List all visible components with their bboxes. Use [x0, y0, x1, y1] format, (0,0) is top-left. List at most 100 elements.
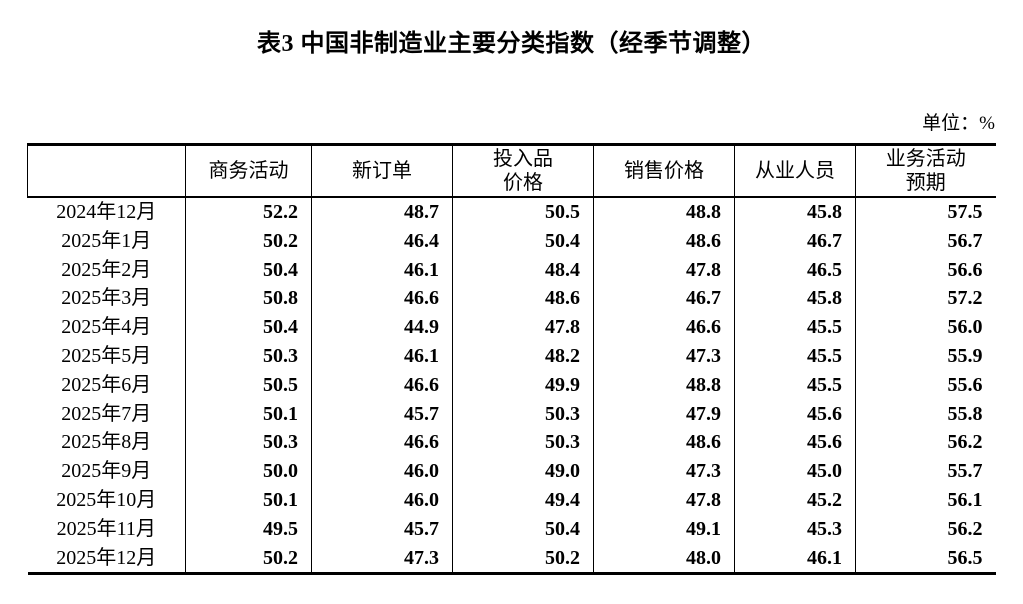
data-cell: 46.0: [311, 457, 453, 486]
data-cell: 50.4: [452, 226, 594, 256]
header-cell-2: 投入品 价格: [452, 144, 594, 198]
row-label: 2025年5月: [61, 344, 152, 367]
row-label: 2024年12月: [56, 201, 157, 223]
data-cell: 50.1: [185, 485, 312, 515]
data-cell: 47.3: [593, 457, 735, 486]
data-cell: 46.6: [311, 370, 453, 400]
row-label: 2025年4月: [61, 316, 152, 339]
data-cell: 45.6: [734, 399, 856, 429]
data-cell: 47.8: [593, 485, 735, 515]
data-cell: 50.2: [452, 543, 594, 574]
data-cell: 57.5: [855, 197, 996, 227]
data-cell: 48.6: [452, 284, 594, 314]
table-row: 2025年8月 50.3 46.6 50.3 48.6 45.6 56.2: [28, 428, 996, 458]
data-cell: 50.2: [185, 543, 312, 574]
data-cell: 55.7: [855, 457, 996, 486]
data-cell: 46.7: [734, 226, 856, 256]
data-cell: 45.5: [734, 370, 856, 400]
header-cell-1: 新订单: [311, 144, 453, 198]
table-title: 表3 中国非制造业主要分类指数（经季节调整）: [257, 31, 766, 57]
table-body: 2024年12月 52.2 48.7 50.5 48.8 45.8 57.5 2025年1月 5…: [28, 197, 996, 574]
data-cell: 50.2: [185, 226, 312, 256]
data-cell: 46.6: [311, 284, 453, 314]
data-cell: 50.5: [452, 197, 594, 227]
header-cell-4: 从业人员: [734, 144, 856, 198]
data-cell: 45.3: [734, 514, 856, 544]
row-label: 2025年10月: [56, 488, 157, 511]
data-cell: 49.1: [593, 514, 735, 544]
row-label: 2025年1月: [61, 229, 152, 252]
data-cell: 47.3: [311, 543, 453, 574]
data-cell: 49.4: [452, 485, 594, 515]
data-cell: 56.0: [855, 313, 996, 342]
data-cell: 50.5: [185, 370, 312, 400]
data-cell: 56.2: [855, 514, 996, 544]
unit-label: 单位：%: [922, 113, 995, 134]
table-header: 商务活动 新订单 投入品 价格 销售价格 从业人员 业务活动 预期: [27, 144, 996, 198]
data-cell: 45.5: [734, 341, 856, 371]
data-cell: 50.1: [185, 399, 312, 429]
data-cell: 46.1: [311, 255, 453, 285]
data-cell: 45.7: [311, 399, 453, 429]
data-cell: 48.4: [452, 255, 594, 285]
data-cell: 48.6: [593, 226, 735, 256]
table-row: 2025年2月 50.4 46.1 48.4 47.8 46.5 56.6: [28, 255, 996, 285]
data-cell: 50.3: [452, 399, 594, 429]
data-cell: 50.4: [452, 514, 594, 544]
table-row: 2025年6月 50.5 46.6 49.9 48.8 45.5 55.6: [28, 370, 996, 400]
data-cell: 49.5: [185, 514, 312, 544]
row-label: 2025年3月: [61, 287, 152, 310]
data-cell: 49.9: [452, 370, 594, 400]
data-cell: 46.5: [734, 255, 856, 285]
header-cell-5: 业务活动 预期: [855, 144, 996, 198]
data-cell: 48.8: [593, 370, 735, 400]
data-cell: 46.6: [593, 313, 735, 342]
table-row: 2025年9月 50.0 46.0 49.0 47.3 45.0 55.7: [28, 457, 996, 486]
table-row: 2025年7月 50.1 45.7 50.3 47.9 45.6 55.8: [28, 399, 996, 429]
row-label: 2025年8月: [61, 431, 152, 454]
table-row: 2025年11月 49.5 45.7 50.4 49.1 45.3 56.2: [28, 514, 996, 544]
data-cell: 45.6: [734, 428, 856, 458]
row-label: 2025年9月: [61, 460, 152, 483]
table-row: 2025年3月 50.8 46.6 48.6 46.7 45.8 57.2: [28, 284, 996, 314]
data-cell: 45.8: [734, 284, 856, 314]
header-row: 商务活动 新订单 投入品 价格 销售价格 从业人员 业务活动 预期: [27, 144, 996, 198]
row-label: 2025年6月: [61, 373, 152, 396]
data-cell: 47.8: [452, 313, 594, 342]
row-label: 2025年7月: [61, 402, 152, 425]
table-row: 2024年12月 52.2 48.7 50.5 48.8 45.8 57.5: [28, 197, 996, 227]
data-cell: 45.8: [734, 197, 856, 227]
data-cell: 50.4: [185, 255, 312, 285]
data-cell: 52.2: [185, 197, 312, 227]
data-cell: 56.1: [855, 485, 996, 515]
data-cell: 57.2: [855, 284, 996, 314]
data-cell: 50.3: [185, 428, 312, 458]
row-label: 2025年12月: [56, 546, 157, 569]
data-cell: 48.8: [593, 197, 735, 227]
data-cell: 56.5: [855, 543, 996, 574]
data-cell: 48.6: [593, 428, 735, 458]
row-label: 2025年11月: [56, 517, 156, 540]
data-cell: 55.6: [855, 370, 996, 400]
pmi-table: 商务活动 新订单 投入品 价格 销售价格 从业人员 业务活动 预期 2024年12月 52.…: [27, 143, 996, 576]
data-cell: 50.4: [185, 313, 312, 342]
data-cell: 47.3: [593, 341, 735, 371]
data-cell: 48.2: [452, 341, 594, 371]
table-row: 2025年10月 50.1 46.0 49.4 47.8 45.2 56.1: [28, 485, 996, 515]
data-cell: 46.1: [734, 543, 856, 574]
data-cell: 46.1: [311, 341, 453, 371]
data-cell: 47.9: [593, 399, 735, 429]
data-cell: 55.9: [855, 341, 996, 371]
data-cell: 56.7: [855, 226, 996, 256]
data-cell: 45.5: [734, 313, 856, 342]
data-cell: 46.4: [311, 226, 453, 256]
row-label: 2025年2月: [61, 258, 152, 281]
data-cell: 50.3: [452, 428, 594, 458]
data-cell: 46.0: [311, 485, 453, 515]
data-cell: 56.6: [855, 255, 996, 285]
data-cell: 44.9: [311, 313, 453, 342]
data-cell: 47.8: [593, 255, 735, 285]
data-cell: 50.3: [185, 341, 312, 371]
table-row: 2025年5月 50.3 46.1 48.2 47.3 45.5 55.9: [28, 341, 996, 371]
